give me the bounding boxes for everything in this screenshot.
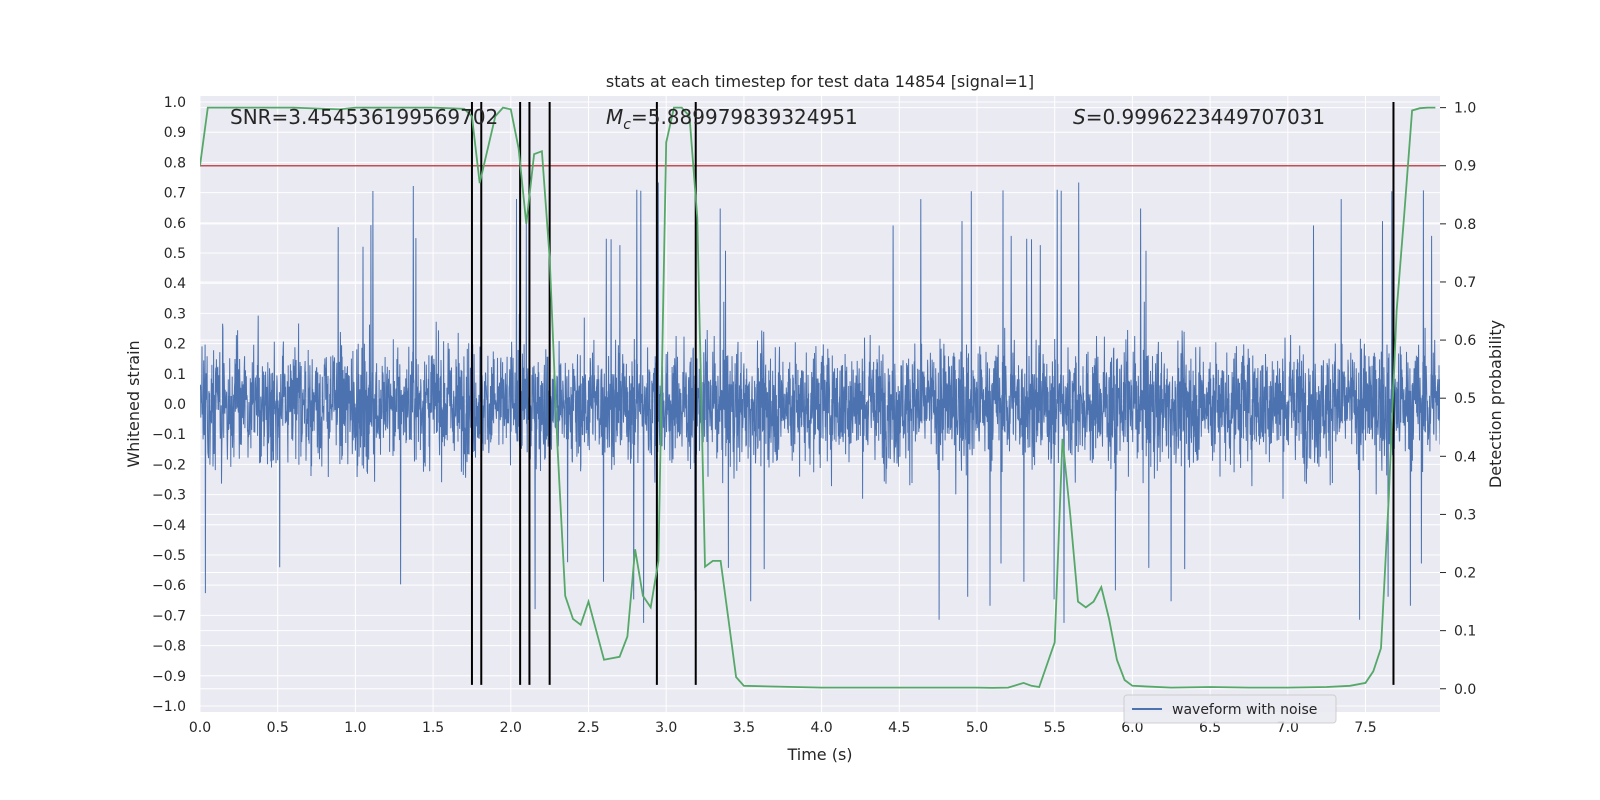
x-tick-label: 7.0 — [1277, 720, 1299, 736]
y-tick-label: 0.8 — [164, 155, 186, 171]
y-tick-label: 1.0 — [164, 95, 186, 111]
y-tick-label: −0.1 — [152, 427, 186, 443]
right-y-tick-label: 0.4 — [1454, 449, 1476, 465]
y-tick-label: 0.1 — [164, 367, 186, 383]
y-tick-label: 0.5 — [164, 246, 186, 262]
y-tick-label: −0.8 — [152, 639, 186, 655]
s-symbol: S — [1073, 105, 1086, 129]
right-y-tick-label: 0.5 — [1454, 391, 1476, 407]
right-y-tick-label: 0.1 — [1454, 624, 1476, 640]
x-tick-label: 6.0 — [1121, 720, 1143, 736]
x-tick-label: 5.5 — [1044, 720, 1066, 736]
y-tick-label: −1.0 — [152, 699, 186, 715]
y-axis-label: Whitened strain — [124, 340, 143, 467]
x-tick-label: 0.5 — [267, 720, 289, 736]
x-tick-label: 5.0 — [966, 720, 988, 736]
right-y-tick-label: 0.9 — [1454, 159, 1476, 175]
legend-box — [1123, 694, 1337, 724]
y-tick-label: 0.2 — [164, 337, 186, 353]
right-y-axis-label: Detection probability — [1486, 320, 1505, 488]
x-tick-label: 0.0 — [189, 720, 211, 736]
x-tick-label: 3.5 — [733, 720, 755, 736]
right-y-tick-label: 0.0 — [1454, 682, 1476, 698]
legend-label: waveform with noise — [1172, 702, 1317, 718]
x-tick-label: 3.0 — [655, 720, 677, 736]
y-tick-label: 0.4 — [164, 276, 186, 292]
y-tick-label: −0.5 — [152, 548, 186, 564]
x-tick-label: 4.0 — [810, 720, 832, 736]
y-tick-label: 0.3 — [164, 306, 186, 322]
right-y-tick-label: 0.3 — [1454, 507, 1476, 523]
y-tick-label: 0.7 — [164, 186, 186, 202]
y-tick-label: −0.4 — [152, 518, 186, 534]
x-tick-label: 7.5 — [1354, 720, 1376, 736]
x-tick-label: 2.0 — [500, 720, 522, 736]
y-tick-label: −0.6 — [152, 578, 186, 594]
y-tick-label: −0.3 — [152, 488, 186, 504]
chirp-mass-value: =5.889979839324951 — [631, 105, 858, 129]
legend: waveform with noise — [1123, 694, 1337, 724]
chirp-mass-annotation: Mc=5.889979839324951 — [606, 105, 858, 133]
right-y-tick-label: 0.6 — [1454, 333, 1476, 349]
s-value: =0.9996223449707031 — [1086, 105, 1325, 129]
chirp-mass-subscript: c — [623, 117, 631, 133]
right-y-tick-label: 1.0 — [1454, 101, 1476, 117]
x-tick-labels: 0.0 0.5 1.0 1.5 2.0 2.5 3.0 3.5 4.0 4.5 5.0 5.5 6.0 6… — [189, 720, 1377, 736]
chart-title: stats at each timestep for test data 148… — [606, 72, 1034, 91]
right-y-tick-label: 0.2 — [1454, 566, 1476, 582]
x-axis-label: Time (s) — [786, 745, 852, 764]
left-y-tick-labels: −1.0 −0.9 −0.8 −0.7 −0.6 −0.5 −0.4 −0.3 −0.2 −0.1… — [152, 95, 186, 715]
x-tick-label: 6.5 — [1199, 720, 1221, 736]
right-y-tick-label: 0.7 — [1454, 275, 1476, 291]
right-y-tick-label: 0.8 — [1454, 217, 1476, 233]
y-tick-label: 0.0 — [164, 397, 186, 413]
y-tick-label: −0.2 — [152, 457, 186, 473]
snr-annotation: SNR=3.454536199569702 — [230, 105, 498, 129]
detection-probability-line — [200, 106, 1436, 689]
y-tick-label: −0.7 — [152, 608, 186, 624]
right-y-tick-labels: 0.0 0.1 0.2 0.3 0.4 0.5 0.6 0.7 0.8 0.9 1.0 — [1440, 101, 1476, 698]
x-tick-label: 4.5 — [888, 720, 910, 736]
waveform-series-line — [200, 182, 1440, 623]
y-tick-label: 0.6 — [164, 216, 186, 232]
s-annotation: S=0.9996223449707031 — [1073, 105, 1325, 129]
x-tick-label: 1.0 — [344, 720, 366, 736]
x-tick-label: 1.5 — [422, 720, 444, 736]
y-tick-label: −0.9 — [152, 669, 186, 685]
x-tick-label: 2.5 — [577, 720, 599, 736]
y-tick-label: 0.9 — [164, 125, 186, 141]
chirp-mass-symbol: M — [606, 105, 623, 129]
